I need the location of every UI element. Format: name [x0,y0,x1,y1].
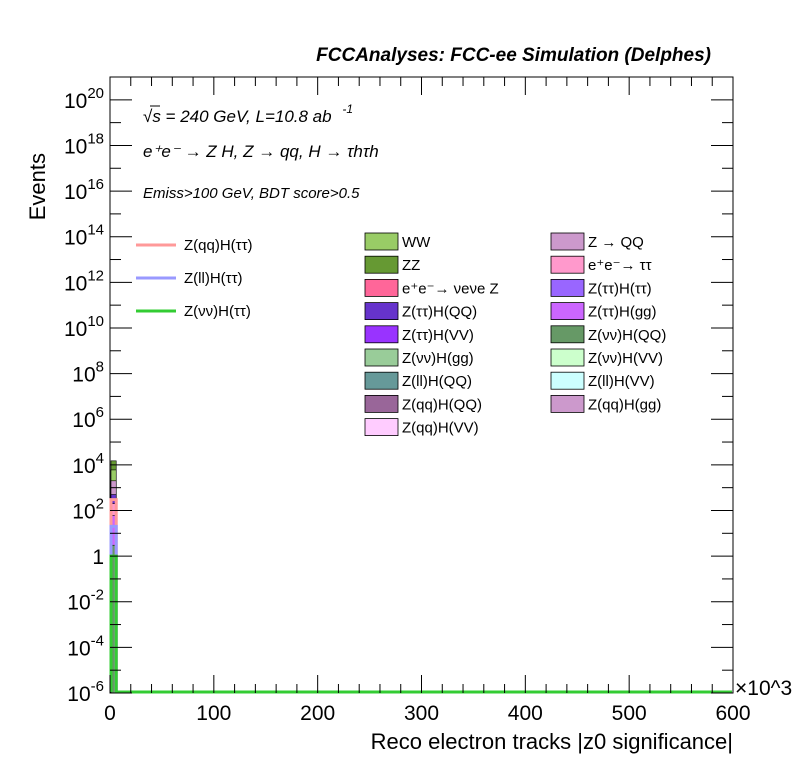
y-tick-label-5: 1010 [64,313,104,341]
x-tick-label-5: 500 [612,702,647,725]
y-tick-label-9: 102 [72,495,104,523]
legend-fill-label-6: Z(ll)H(QQ) [402,373,472,390]
legend-line-label-2: Z(νν)H(ττ) [184,303,251,320]
legend-fill-swatch-10 [550,255,585,274]
legend-backgrounds: WW ZZ e⁺e⁻→ νeνe Z Z(ττ)H(QQ) Z(ττ)H(VV) Z(νν… [364,232,666,437]
x-axis-multiplier: ×10^3 [735,677,792,700]
legend-fill-label-16: Z(qq)H(gg) [588,396,661,413]
y-tick-label-2: 1016 [64,176,104,204]
y-axis-label: Events [25,153,50,220]
legend-fill-swatch-1 [364,255,399,274]
y-tick-label-10: 1 [92,546,104,569]
legend-fill-swatch-7 [364,394,399,413]
signal-lines [109,498,732,694]
legend-fill-label-14: Z(νν)H(VV) [588,350,663,367]
signal-line-1 [109,524,732,694]
legend-fill-swatch-2 [364,278,399,297]
process-annotation: e⁺e⁻ → Z H, Z → qq, H → τhτh [143,142,379,161]
x-tick-label-2: 200 [300,702,335,725]
legend-fill-swatch-8 [364,418,399,437]
legend-fill-label-7: Z(qq)H(QQ) [402,396,482,413]
y-tick-label-4: 1012 [64,267,104,295]
legend-fill-label-0: WW [402,234,431,251]
signal-line-0 [109,498,732,694]
x-tick-label-3: 300 [404,702,439,725]
legend-fill-label-9: Z → QQ [588,234,644,251]
legend-fill-label-5: Z(νν)H(gg) [402,350,474,367]
legend-fill-label-3: Z(ττ)H(QQ) [402,304,477,321]
x-tick-label-0: 0 [104,702,116,725]
legend-line-label-0: Z(qq)H(ττ) [184,237,253,254]
signal-line-2 [109,554,732,694]
legend-fill-label-10: e⁺e⁻→ ττ [588,257,652,274]
legend-fill-label-8: Z(qq)H(VV) [402,420,479,437]
legend-fill-label-15: Z(ll)H(VV) [588,373,655,390]
legend-fill-swatch-9 [550,232,585,251]
x-axis-label: Reco electron tracks |z0 significance| [371,729,733,754]
legend-fill-swatch-4 [364,325,399,344]
chart-title: FCCAnalyses: FCC-ee Simulation (Delphes) [316,45,711,66]
legend-fill-swatch-12 [550,302,585,321]
legend-fill-swatch-16 [550,394,585,413]
legend-fill-label-12: Z(ττ)H(gg) [588,304,657,321]
x-tick-label-6: 600 [715,702,750,725]
legend-fill-swatch-11 [550,278,585,297]
y-tick-label-0: 1020 [64,85,104,113]
energy-annotation: √s = 240 GeV, L=10.8 ab -1 [143,102,353,126]
y-axis-ticks: 1020 1018 1016 1014 1012 1010 108 106 104 102 1 10-… [64,76,733,706]
legend-line-label-1: Z(ll)H(ττ) [184,270,243,287]
legend-fill-swatch-14 [550,348,585,367]
y-tick-label-1: 1018 [64,130,104,158]
selection-annotation: Emiss>100 GeV, BDT score>0.5 [143,185,360,202]
y-tick-label-11: 10-2 [67,587,104,615]
legend-fill-swatch-3 [364,302,399,321]
y-tick-label-6: 108 [72,359,104,387]
y-tick-label-3: 1014 [64,222,104,250]
y-tick-label-12: 10-4 [67,632,104,660]
legend-fill-swatch-0 [364,232,399,251]
legend-fill-label-2: e⁺e⁻→ νeνe Z [402,280,499,297]
legend-fill-label-11: Z(ττ)H(ττ) [588,280,652,297]
legend-fill-label-13: Z(νν)H(QQ) [588,327,666,344]
x-tick-label-4: 400 [508,702,543,725]
legend-fill-swatch-5 [364,348,399,367]
legend-fill-swatch-15 [550,371,585,390]
x-tick-label-1: 100 [196,702,231,725]
legend-fill-swatch-13 [550,325,585,344]
legend-fill-label-4: Z(ττ)H(VV) [402,327,474,344]
y-tick-label-13: 10-6 [67,678,104,706]
legend-fill-swatch-6 [364,371,399,390]
legend-fill-label-1: ZZ [402,257,420,274]
x-axis-ticks: 0 100 200 300 400 500 600 [104,77,751,725]
legend-signal: Z(qq)H(ττ) Z(ll)H(ττ) Z(νν)H(ττ) [136,237,253,320]
y-tick-label-8: 104 [72,450,104,478]
y-tick-label-7: 106 [72,404,104,432]
